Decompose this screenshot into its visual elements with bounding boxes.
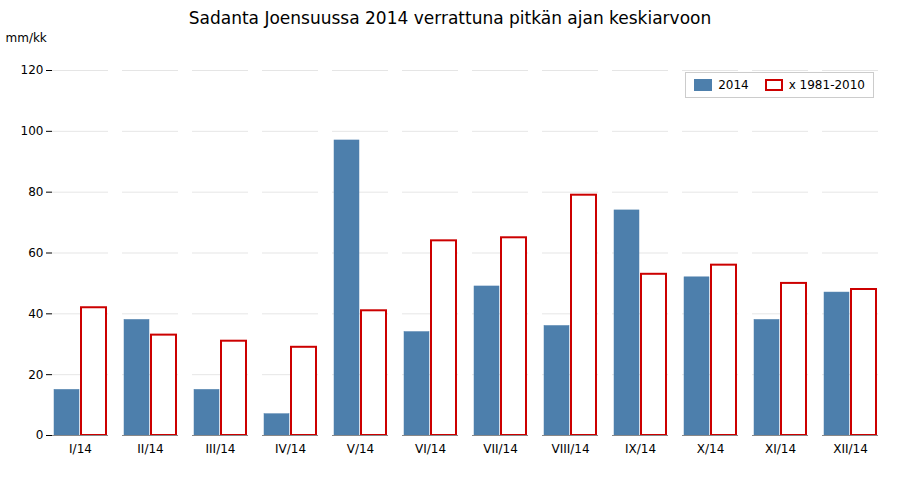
svg-text:XII/14: XII/14 xyxy=(833,442,868,456)
svg-text:XI/14: XI/14 xyxy=(765,442,796,456)
html-text:2014: 2014 xyxy=(718,78,749,92)
svg-text:0: 0 xyxy=(36,428,44,442)
svg-text:V/14: V/14 xyxy=(347,442,375,456)
svg-text:VII/14: VII/14 xyxy=(483,442,518,456)
svg-text:IX/14: IX/14 xyxy=(625,442,656,456)
svg-text:80: 80 xyxy=(28,185,43,199)
svg-text:IV/14: IV/14 xyxy=(275,442,306,456)
svg-text:40: 40 xyxy=(28,307,43,321)
html-text:Sadanta Joensuussa 2014 verrat: Sadanta Joensuussa 2014 verrattuna pitkä… xyxy=(188,8,712,28)
svg-text:X/14: X/14 xyxy=(697,442,725,456)
svg-text:120: 120 xyxy=(21,63,44,77)
svg-text:III/14: III/14 xyxy=(206,442,236,456)
svg-text:60: 60 xyxy=(28,246,43,260)
svg-text:100: 100 xyxy=(21,124,44,138)
svg-text:20: 20 xyxy=(28,368,43,382)
svg-text:I/14: I/14 xyxy=(69,442,92,456)
svg-text:VI/14: VI/14 xyxy=(415,442,446,456)
svg-text:VIII/14: VIII/14 xyxy=(551,442,589,456)
html-text:x 1981-2010: x 1981-2010 xyxy=(788,78,865,92)
svg-text:II/14: II/14 xyxy=(137,442,163,456)
svg-text:mm/kk: mm/kk xyxy=(6,31,47,45)
